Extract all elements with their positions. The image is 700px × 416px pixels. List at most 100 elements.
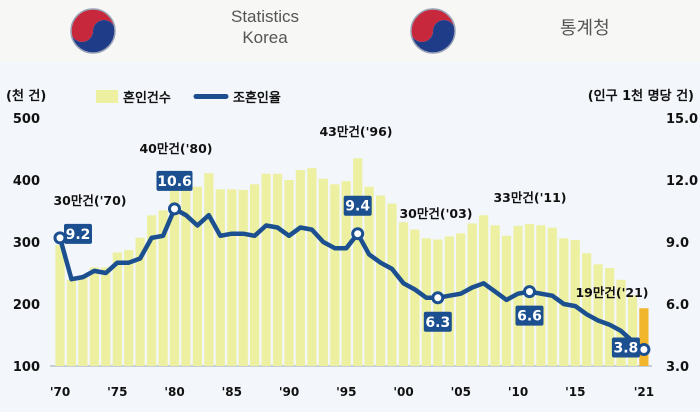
bar-1984 <box>215 189 225 366</box>
taegeuk-logo-right-icon <box>410 8 456 54</box>
bar-2020 <box>627 295 638 366</box>
x-tick-1975: '75 <box>107 385 127 399</box>
org-line-1: Statistics <box>230 7 300 26</box>
rate-label-2003: 6.3 <box>425 315 450 331</box>
marriage-chart: (천 건) (인구 1천 명당 건) 혼인건수 조혼인율 100 200 300 40… <box>0 62 700 412</box>
bar-2016 <box>582 253 592 366</box>
bar-1993 <box>318 178 328 366</box>
bar-1974 <box>101 267 111 366</box>
rate-label-box-2003 <box>423 311 452 332</box>
bar-1998 <box>376 195 386 366</box>
bar-1991 <box>295 170 305 366</box>
left-tick-100: 100 <box>13 360 40 375</box>
bar-1978 <box>147 215 157 366</box>
bar-1980 <box>169 178 180 366</box>
rate-label-box-1996 <box>343 195 372 216</box>
bar-1994 <box>330 184 340 366</box>
bar-1972 <box>78 276 88 366</box>
rate-marker-1996 <box>351 227 365 241</box>
bar-1979 <box>158 210 168 366</box>
x-tick-2005: '05 <box>451 385 471 399</box>
rate-label-box-1970 <box>64 223 92 244</box>
rate-marker-1980 <box>168 202 181 216</box>
x-tick-1985: '85 <box>222 385 242 399</box>
bar-1987 <box>250 184 260 366</box>
bar-1996 <box>353 158 363 366</box>
kostat-korean-wordmark: 통계청 <box>560 18 610 39</box>
right-tick-12.0: 12.0 <box>666 174 698 189</box>
rate-marker-2011 <box>523 285 536 299</box>
bar-2004 <box>444 236 454 366</box>
bar-2005 <box>456 233 466 366</box>
left-tick-400: 400 <box>13 174 40 189</box>
left-tick-500: 500 <box>13 112 40 127</box>
bar-2018 <box>605 268 615 366</box>
legend-line-label: 조혼인율 <box>233 90 281 106</box>
bar-2021 <box>639 308 649 366</box>
bar-1983 <box>204 173 214 366</box>
left-tick-300: 300 <box>13 236 40 251</box>
bar-1989 <box>272 173 283 366</box>
bar-2017 <box>593 264 603 366</box>
org-line-2: Korea <box>242 28 288 47</box>
bar-1976 <box>124 250 134 366</box>
bar-1995 <box>341 181 351 366</box>
bar-2007 <box>479 215 489 366</box>
bar-2000 <box>398 222 409 366</box>
statistics-korea-wordmark: Statistics Korea <box>200 6 330 48</box>
bar-1982 <box>192 186 202 366</box>
bar-annotation-2003: 30만건('03) <box>399 206 472 221</box>
rate-label-1970: 9.2 <box>66 227 91 243</box>
rate-label-2011: 6.6 <box>517 309 542 325</box>
x-tick-2010: '10 <box>508 385 528 399</box>
rate-marker-2021 <box>637 343 651 356</box>
bar-1985 <box>227 189 237 366</box>
rate-label-box-2021 <box>611 337 640 358</box>
bar-1992 <box>307 168 317 366</box>
bar-2015 <box>570 240 580 366</box>
chart-canvas: (천 건) (인구 1천 명당 건) 혼인건수 조혼인율 100 200 300 40… <box>6 88 698 399</box>
bar-2002 <box>421 238 431 366</box>
rate-marker-1970 <box>53 231 67 245</box>
bar-1977 <box>135 237 145 366</box>
x-tick-1980: '80 <box>164 385 184 399</box>
left-tick-200: 200 <box>13 298 40 313</box>
bar-1997 <box>364 186 374 366</box>
bar-1981 <box>181 182 191 366</box>
bar-1986 <box>238 189 248 366</box>
bar-annotation-2011: 33만건('11) <box>493 190 566 205</box>
x-tick-1995: '95 <box>336 385 356 399</box>
right-axis-label: (인구 1천 명당 건) <box>588 88 694 104</box>
left-axis-label: (천 건) <box>6 88 46 104</box>
bar-annotation-1996: 43만건('96) <box>319 124 392 139</box>
bar-1971 <box>66 279 77 366</box>
rate-label-1996: 9.4 <box>345 199 370 215</box>
bar-annotation-2021: 19만건('21) <box>575 285 648 300</box>
bar-2019 <box>616 279 626 366</box>
rate-label-box-1980 <box>156 170 193 191</box>
right-tick-3.0: 3.0 <box>666 360 689 375</box>
right-tick-6.0: 6.0 <box>666 298 689 313</box>
right-tick-9.0: 9.0 <box>666 236 689 251</box>
bar-1988 <box>261 173 271 366</box>
right-tick-15.0: 15.0 <box>666 112 698 127</box>
bar-1999 <box>387 203 397 366</box>
rate-label-2021: 3.8 <box>613 341 638 357</box>
bar-annotation-1980: 40만건('80) <box>139 141 212 156</box>
bar-2008 <box>490 225 500 366</box>
x-tick-2021: '21 <box>634 385 654 399</box>
bar-annotation-1970: 30만건('70) <box>53 193 126 208</box>
x-tick-2015: '15 <box>565 385 585 399</box>
rate-label-1980: 10.6 <box>157 174 192 190</box>
crude-rate-line <box>57 206 647 352</box>
x-tick-2000: '00 <box>393 385 413 399</box>
legend-bar-label: 혼인건수 <box>123 90 171 106</box>
bar-1990 <box>284 180 294 366</box>
bar-2001 <box>410 229 420 366</box>
x-tick-1990: '90 <box>279 385 299 399</box>
rate-label-box-2011 <box>515 305 544 326</box>
taegeuk-logo-left-icon <box>70 8 116 54</box>
bar-1975 <box>112 252 122 366</box>
bar-1973 <box>89 267 99 366</box>
bar-2006 <box>467 223 477 366</box>
